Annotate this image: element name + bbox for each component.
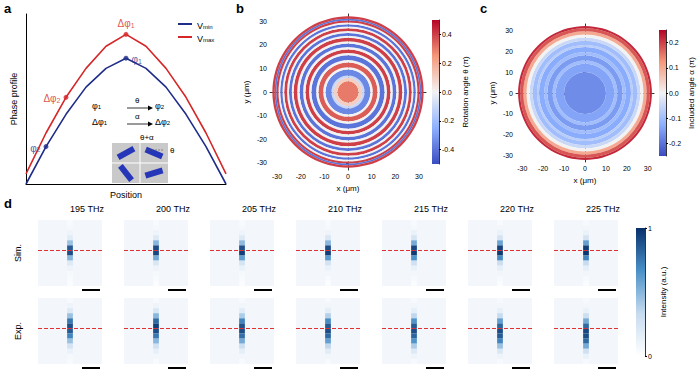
svg-text:θ+α: θ+α (140, 133, 154, 142)
svg-text:-30: -30 (257, 159, 267, 166)
svg-text:Position: Position (110, 190, 142, 200)
svg-text:0.0: 0.0 (669, 90, 679, 97)
svg-text:0: 0 (648, 353, 652, 360)
svg-text:-30: -30 (517, 165, 527, 172)
svg-text:y (μm): y (μm) (242, 80, 251, 103)
svg-text:1: 1 (131, 22, 135, 29)
svg-text:V: V (197, 20, 203, 31)
svg-text:195 THz: 195 THz (70, 204, 104, 214)
svg-text:-10: -10 (257, 112, 267, 119)
svg-text:1: 1 (104, 120, 108, 126)
svg-text:30: 30 (259, 18, 267, 25)
svg-text:x (μm): x (μm) (337, 184, 360, 193)
svg-text:30: 30 (644, 165, 652, 172)
svg-text:20: 20 (259, 41, 267, 48)
svg-text:-10: -10 (319, 173, 329, 180)
svg-text:-20: -20 (503, 131, 513, 138)
svg-text:1: 1 (648, 225, 652, 232)
svg-text:θ: θ (135, 96, 140, 105)
svg-text:0: 0 (263, 89, 267, 96)
svg-text:10: 10 (602, 165, 610, 172)
svg-text:0.2: 0.2 (442, 60, 452, 67)
svg-text:-10: -10 (503, 110, 513, 117)
svg-text:-0.2: -0.2 (442, 117, 454, 124)
svg-text:205 THz: 205 THz (242, 204, 276, 214)
svg-text:Δφ: Δφ (155, 117, 167, 127)
svg-text:30: 30 (505, 27, 513, 34)
svg-text:Phase profile: Phase profile (9, 73, 19, 126)
svg-text:20: 20 (391, 173, 399, 180)
svg-text:Intensity (a.u.): Intensity (a.u.) (659, 266, 668, 317)
svg-text:α: α (135, 112, 140, 121)
svg-text:Included angle α (π): Included angle α (π) (687, 57, 696, 129)
svg-text:-20: -20 (296, 173, 306, 180)
svg-text:c: c (480, 1, 487, 16)
svg-text:0.0: 0.0 (442, 89, 452, 96)
svg-text:225 THz: 225 THz (586, 204, 620, 214)
svg-text:200 THz: 200 THz (156, 204, 190, 214)
svg-text:Exp.: Exp. (13, 322, 23, 340)
svg-text:Δφ: Δφ (92, 117, 104, 127)
svg-text:0: 0 (346, 173, 350, 180)
svg-text:b: b (236, 1, 244, 16)
svg-text:220 THz: 220 THz (500, 204, 534, 214)
svg-text:-20: -20 (538, 165, 548, 172)
svg-text:-30: -30 (503, 152, 513, 159)
svg-text:V: V (197, 33, 203, 44)
svg-text:30: 30 (415, 173, 423, 180)
svg-text:1: 1 (138, 58, 142, 65)
svg-text:210 THz: 210 THz (328, 204, 362, 214)
svg-text:y (μm): y (μm) (488, 81, 497, 104)
svg-text:Δφ: Δφ (117, 18, 131, 29)
svg-text:20: 20 (505, 48, 513, 55)
svg-text:2: 2 (167, 120, 171, 126)
svg-text:215 THz: 215 THz (414, 204, 448, 214)
svg-text:20: 20 (623, 165, 631, 172)
svg-text:0.4: 0.4 (442, 31, 452, 38)
svg-text:φ: φ (155, 100, 161, 111)
svg-text:Δφ: Δφ (43, 93, 57, 104)
svg-text:1: 1 (98, 104, 102, 110)
svg-text:0.1: 0.1 (669, 64, 679, 71)
svg-text:2: 2 (161, 104, 165, 110)
svg-text:-20: -20 (257, 136, 267, 143)
svg-text:-10: -10 (559, 165, 569, 172)
svg-text:2: 2 (57, 97, 61, 104)
svg-text:φ: φ (92, 100, 98, 111)
svg-text:φ: φ (30, 142, 37, 154)
svg-text:x (μm): x (μm) (574, 176, 597, 185)
svg-text:-0.2: -0.2 (669, 140, 681, 147)
svg-text:-30: -30 (272, 173, 282, 180)
svg-text:-0.1: -0.1 (669, 115, 681, 122)
svg-text:φ: φ (131, 54, 138, 66)
svg-text:0.2: 0.2 (669, 39, 679, 46)
svg-text:θ: θ (170, 146, 175, 155)
svg-text:0: 0 (583, 165, 587, 172)
svg-text:d: d (4, 196, 12, 211)
svg-text:10: 10 (259, 65, 267, 72)
svg-text:Sim.: Sim. (13, 244, 23, 262)
svg-text:max: max (203, 37, 214, 43)
svg-text:10: 10 (505, 69, 513, 76)
svg-text:min: min (203, 24, 213, 30)
svg-text:0: 0 (509, 90, 513, 97)
svg-text:Rotation angle θ (π): Rotation angle θ (π) (461, 56, 470, 128)
svg-text:10: 10 (368, 173, 376, 180)
svg-text:a: a (4, 1, 12, 16)
svg-text:-0.4: -0.4 (442, 146, 454, 153)
